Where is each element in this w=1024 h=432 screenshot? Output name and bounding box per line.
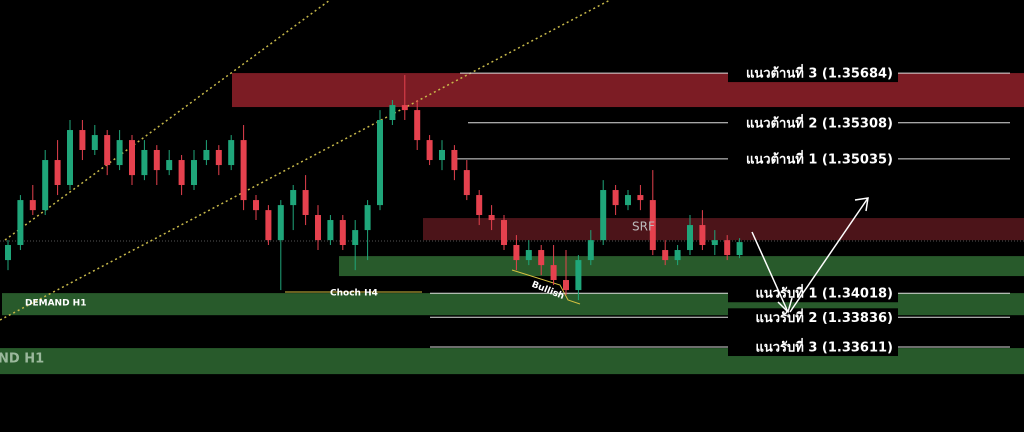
level-label-bg: [728, 308, 898, 327]
candle-body: [525, 250, 532, 261]
candle-body: [104, 135, 111, 166]
candle-body: [439, 149, 445, 161]
candle-body: [625, 195, 631, 206]
candle-body: [687, 225, 693, 251]
level-label: แนวรับที่ 1 (1.34018): [755, 284, 893, 302]
candle-body: [277, 205, 284, 241]
candle-body: [451, 149, 458, 171]
candle-body: [17, 200, 24, 246]
candle-body: [736, 242, 743, 256]
arrow: [789, 197, 869, 313]
candle-body: [364, 205, 371, 231]
candle-body: [637, 195, 644, 201]
candle-body: [550, 265, 557, 281]
arrow-head: [777, 297, 793, 314]
candle-body: [538, 250, 545, 266]
candle-body: [414, 110, 421, 141]
level-label-bg: [728, 149, 898, 168]
levels: แนวต้านที่ 3 (1.35684) แนวต้านที่ 2 (1.35…: [430, 64, 1010, 357]
level-label-bg: [728, 113, 898, 132]
candle-body: [501, 220, 507, 246]
candle-body: [426, 140, 433, 161]
candle-body: [67, 130, 73, 186]
level-label: แนวรับที่ 2 (1.33836): [755, 308, 893, 326]
candle-body: [253, 200, 259, 211]
zone: [339, 256, 1024, 277]
candle-body: [215, 149, 222, 166]
candle-body: [476, 195, 483, 216]
level-label-bg: [728, 338, 898, 357]
candle-body: [563, 280, 569, 291]
candle-body: [401, 105, 408, 111]
zone-label: SRF: [632, 220, 655, 234]
candle-body: [116, 140, 123, 166]
candle-body: [649, 200, 656, 251]
candle-body: [662, 250, 669, 261]
candle-body: [315, 215, 321, 241]
candle-body: [129, 140, 135, 176]
level-label-bg: [728, 64, 898, 83]
candle-body: [166, 160, 173, 171]
candle-body: [29, 200, 36, 211]
candle-body: [290, 190, 297, 206]
candle-body: [575, 260, 582, 291]
candle-body: [178, 160, 185, 186]
level-label: แนวต้านที่ 3 (1.35684): [746, 64, 893, 82]
candle-body: [463, 170, 470, 196]
candle-body: [600, 190, 607, 241]
candle-body: [79, 130, 86, 150]
zone-label: ND H1: [0, 352, 44, 367]
candle-body: [240, 140, 247, 201]
level-label: แนวรับที่ 3 (1.33611): [755, 338, 893, 356]
candle-body: [711, 240, 718, 246]
candle-body: [612, 190, 619, 206]
candle-body: [377, 119, 383, 206]
candle-body: [228, 140, 235, 166]
zone: [423, 218, 1024, 241]
candle-body: [191, 160, 197, 186]
candle-body: [488, 215, 495, 221]
level-label: แนวต้านที่ 2 (1.35308): [746, 113, 893, 131]
candle-body: [141, 149, 148, 176]
candle-body: [513, 245, 520, 261]
annotation: Choch H4: [330, 289, 378, 299]
channel-line: [4, 0, 331, 241]
zone: [232, 73, 1024, 108]
zone-label: DEMAND H1: [25, 299, 86, 309]
candle-body: [389, 105, 396, 120]
candle-body: [54, 160, 61, 186]
level-label: แนวต้านที่ 1 (1.35035): [746, 149, 893, 167]
arrows: [751, 197, 869, 314]
candle-body: [724, 240, 731, 256]
candle-body: [327, 220, 334, 241]
candle-body: [5, 245, 11, 261]
candle-body: [699, 225, 706, 246]
candle-body: [674, 250, 681, 261]
candle-body: [302, 190, 309, 216]
candle-body: [339, 220, 346, 246]
candle-body: [153, 149, 160, 171]
candles: [5, 75, 743, 301]
candle-body: [42, 160, 49, 211]
arrow-head: [854, 197, 869, 212]
candle-body: [587, 240, 594, 261]
level-label-bg: [728, 284, 898, 303]
candle-body: [203, 149, 210, 161]
candle-body: [265, 210, 272, 241]
arrow: [751, 231, 789, 313]
candle-body: [352, 230, 359, 246]
bullish-line: [511, 269, 581, 305]
candle-body: [91, 135, 98, 150]
